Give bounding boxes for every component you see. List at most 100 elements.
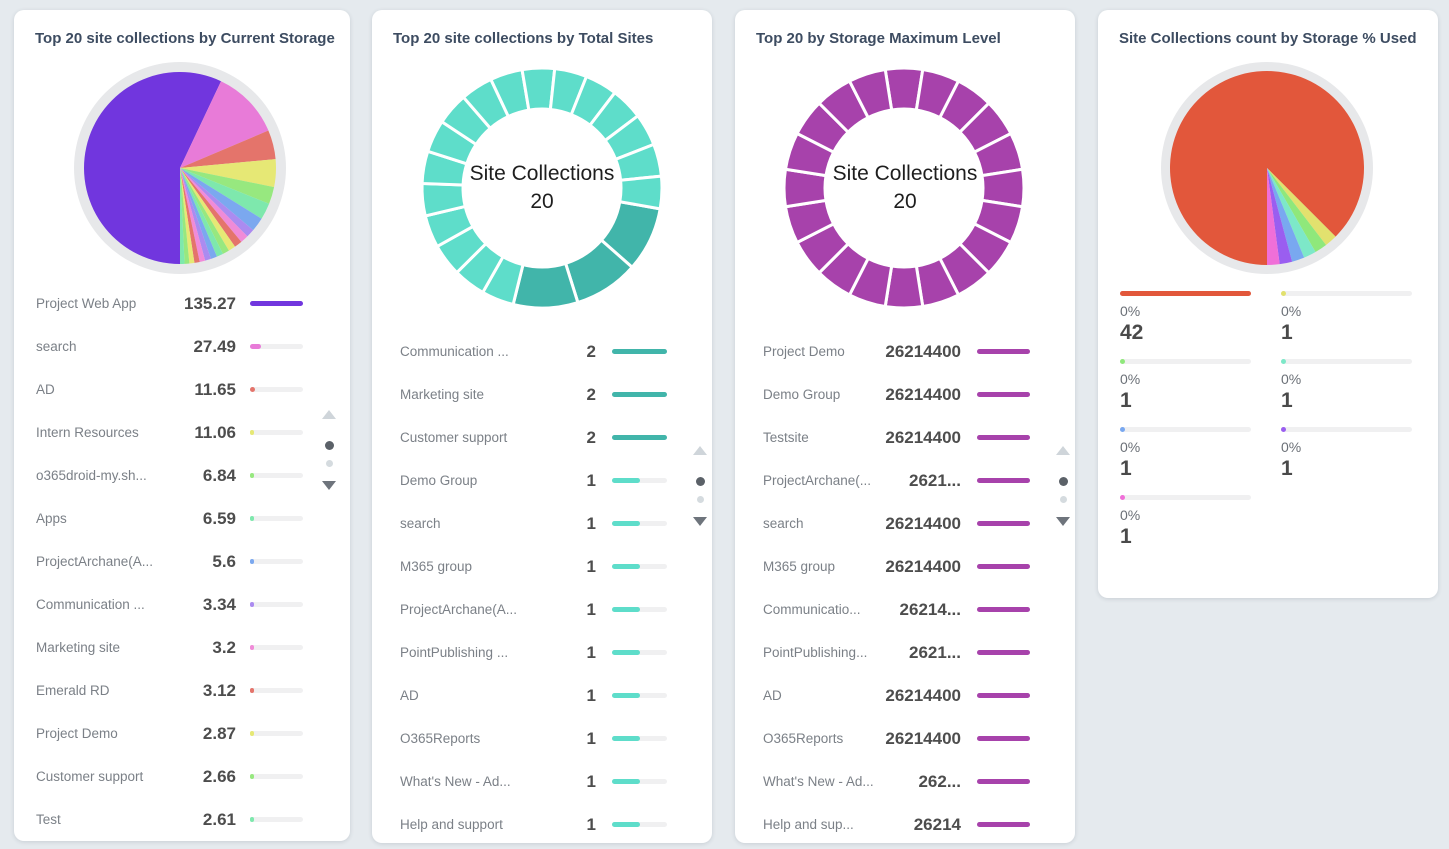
pie-slice[interactable] (180, 81, 269, 168)
pie-slice[interactable] (180, 159, 277, 188)
list-row: Project Demo 2.87 (14, 712, 350, 755)
row-value: 1 (586, 814, 596, 834)
list-row: Communicatio... 26214... (735, 588, 1075, 631)
pie-slice[interactable] (180, 168, 254, 237)
scroll-down-arrow[interactable] (322, 481, 336, 490)
list-row: AD 1 (372, 674, 712, 717)
donut-center-value: 20 (893, 190, 917, 213)
pie-slice[interactable] (1267, 168, 1336, 245)
row-label: Marketing site (36, 640, 121, 655)
pie-slice[interactable] (180, 168, 195, 264)
row-bar-fill (977, 607, 1030, 612)
list-row: Help and support 1 (372, 803, 712, 843)
row-bar-track (977, 521, 1030, 526)
current-storage-pie-chart[interactable] (14, 30, 350, 290)
row-bar-track (612, 521, 667, 526)
pie-slice[interactable] (180, 168, 211, 261)
page-dot-inactive[interactable] (696, 496, 704, 503)
legend-bar-fill (1120, 427, 1125, 432)
legend-bar-fill (1120, 291, 1251, 296)
row-label: search (36, 339, 77, 354)
row-label: Communication ... (400, 344, 509, 359)
list-row: AD 11.65 (14, 368, 350, 411)
page-dot-inactive[interactable] (1059, 496, 1067, 503)
row-bar-track (612, 564, 667, 569)
row-value: 26214400 (885, 427, 961, 447)
row-label: Intern Resources (36, 425, 139, 440)
pie-slice[interactable] (180, 168, 217, 259)
legend-bar-track (1281, 291, 1412, 296)
scroll-down-arrow[interactable] (693, 517, 707, 526)
row-label: M365 group (400, 559, 473, 574)
legend-bar-fill (1281, 359, 1286, 364)
row-label: AD (400, 688, 419, 703)
legend-value: 1 (1120, 389, 1132, 412)
donut-center-value: 20 (530, 190, 554, 213)
row-bar-fill (250, 774, 254, 779)
legend-label: 0% (1120, 439, 1141, 455)
pie-slice[interactable] (180, 168, 262, 231)
list-row: Marketing site 2 (372, 373, 712, 416)
card-title: Top 20 site collections by Total Sites (393, 30, 654, 47)
pie-slice[interactable] (1267, 168, 1305, 262)
pie-slice[interactable] (180, 168, 270, 219)
row-bar-fill (612, 607, 640, 612)
list-row: Apps 6.59 (14, 497, 350, 540)
pie-slice[interactable] (180, 130, 276, 168)
row-value: 27.49 (193, 336, 236, 356)
page-dot-inactive[interactable] (325, 460, 333, 467)
legend-item: 0% 1 (1281, 427, 1412, 481)
row-bar-track (250, 559, 303, 564)
row-label: Project Web App (36, 296, 137, 311)
row-bar-track (612, 392, 667, 397)
row-bar-fill (612, 779, 640, 784)
pie-slice[interactable] (180, 168, 242, 247)
row-bar-track (612, 650, 667, 655)
row-bar-track (977, 607, 1030, 612)
scroll-up-arrow[interactable] (693, 446, 707, 455)
legend-bar-track (1281, 427, 1412, 432)
scroll-down-arrow[interactable] (1056, 517, 1070, 526)
storage-maximum-donut-chart[interactable] (735, 58, 1075, 338)
pie-slice[interactable] (1267, 168, 1327, 252)
row-value: 1 (586, 599, 596, 619)
pie-slice[interactable] (180, 168, 185, 264)
pie-slice[interactable] (1170, 70, 1365, 265)
pie-slice[interactable] (1267, 168, 1316, 258)
row-bar-fill (612, 478, 640, 483)
page-dot-active[interactable] (324, 441, 334, 450)
pie-slice[interactable] (180, 168, 229, 254)
pie-slice[interactable] (180, 168, 236, 251)
scroll-up-arrow[interactable] (322, 410, 336, 419)
row-label: Test (36, 812, 61, 827)
row-bar-track (977, 779, 1030, 784)
page-dot-active[interactable] (695, 477, 705, 486)
pie-slice[interactable] (180, 168, 275, 204)
pie-slice[interactable] (180, 168, 190, 264)
row-label: Testsite (763, 430, 809, 445)
legend-label: 0% (1120, 303, 1141, 319)
pie-slice[interactable] (180, 168, 206, 262)
pie-slice[interactable] (1267, 168, 1280, 265)
total-sites-donut-chart[interactable] (372, 58, 712, 338)
legend-label: 0% (1120, 507, 1141, 523)
donut-center-text: Site Collections 20 (372, 160, 712, 216)
donut-segment[interactable] (618, 174, 664, 211)
pie-slice[interactable] (83, 71, 222, 264)
page-dot-active[interactable] (1058, 477, 1068, 486)
list-row: Intern Resources 11.06 (14, 411, 350, 454)
scroll-up-arrow[interactable] (1056, 446, 1070, 455)
row-label: O365Reports (400, 731, 481, 746)
legend-label: 0% (1120, 371, 1141, 387)
pie-slice[interactable] (1267, 168, 1293, 265)
row-label: What's New - Ad... (400, 774, 511, 789)
storage-percent-pie-chart[interactable] (1098, 40, 1438, 296)
pie-slice[interactable] (180, 168, 248, 242)
row-bar-track (977, 392, 1030, 397)
pie-slice[interactable] (180, 168, 200, 263)
card-total-sites: Top 20 site collections by Total Sites S… (372, 10, 712, 843)
row-bar-fill (977, 521, 1030, 526)
donut-segment[interactable] (847, 67, 894, 120)
pie-slice[interactable] (180, 168, 223, 257)
row-bar-fill (977, 349, 1030, 354)
